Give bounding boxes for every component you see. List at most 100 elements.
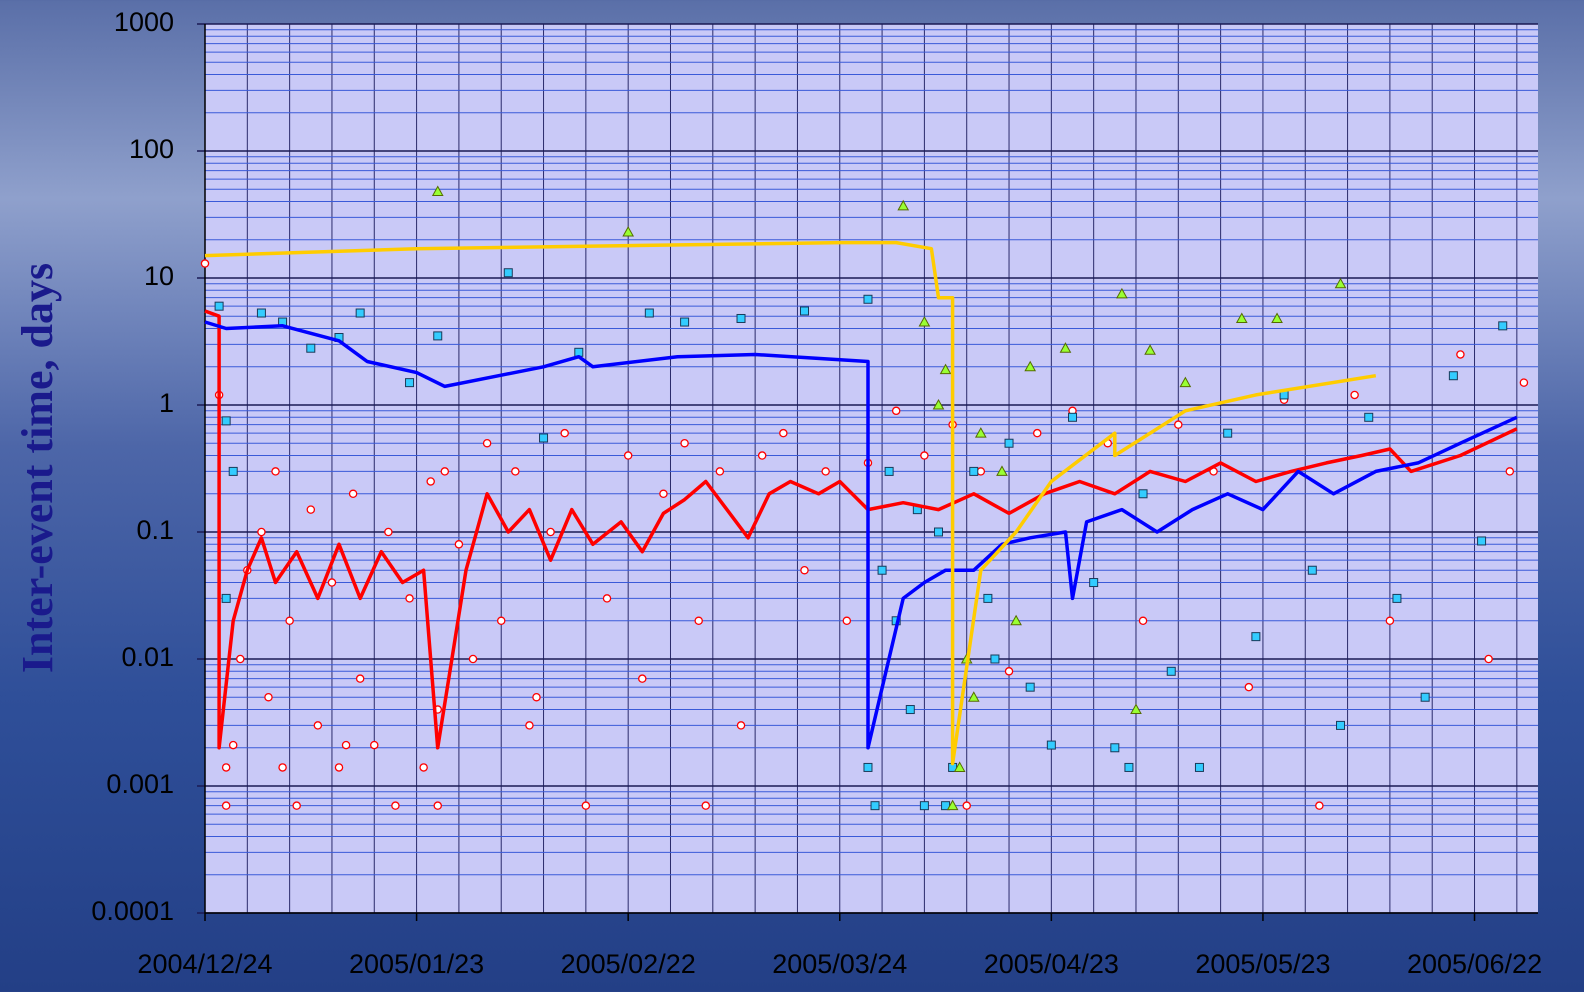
point [623,451,633,460]
point [1059,342,1072,353]
point [313,721,323,730]
point [468,654,478,664]
point [355,308,365,318]
point [842,616,852,626]
point [1336,720,1346,730]
point [384,527,393,537]
point [306,343,316,353]
point [1235,312,1248,323]
line [204,240,1377,766]
point [800,565,809,575]
point [1130,703,1142,715]
point [1385,616,1395,626]
x-tick-label: 2005/03/24 [772,949,907,979]
point [863,762,873,772]
point [1307,565,1317,575]
point [974,427,987,438]
point [292,801,301,810]
point [1271,312,1283,323]
point [946,799,959,811]
point [1350,390,1359,400]
point [482,438,492,448]
point [1110,743,1120,753]
line [204,309,1518,750]
point [920,451,929,460]
point [638,674,647,683]
point [891,406,901,416]
x-tick-label: 2004/12/24 [137,949,272,979]
point [736,313,746,323]
point [405,378,415,388]
point [996,465,1008,476]
point [334,763,344,772]
point [701,801,711,810]
y-tick-label: 1 [159,388,174,418]
point [953,761,966,772]
point [644,308,654,318]
marks [200,185,1529,811]
point [1032,428,1042,438]
y-tick-label: 0.001 [106,769,174,799]
point [694,616,703,626]
point [503,268,513,278]
point [306,505,316,514]
point [496,616,506,626]
x-tick-label: 2005/06/22 [1407,949,1542,979]
point [405,594,414,603]
point [228,466,238,476]
point [1138,489,1148,499]
point [539,433,549,443]
point [278,763,287,772]
point [1505,467,1515,476]
point [560,428,569,438]
point [391,801,400,810]
point [581,801,591,810]
point [370,740,379,750]
point [884,466,894,476]
point [919,801,929,811]
point [799,306,809,316]
point [546,527,555,537]
point [1251,632,1261,642]
point [221,763,231,772]
point [221,801,231,810]
point [433,801,442,810]
point [1223,428,1233,438]
point [525,721,534,730]
point [419,763,428,772]
point [821,467,830,476]
point [1024,360,1037,372]
y-tick-label: 100 [129,134,174,164]
y-tick-label: 10 [144,261,174,291]
y-tick-label: 1000 [114,7,174,37]
point [1484,654,1493,664]
point [200,259,210,268]
point [967,691,980,702]
point [1392,593,1402,603]
point [969,466,979,476]
y-axis-label: Inter-event time, days [13,263,62,673]
point [1477,536,1487,546]
point [256,308,266,318]
point [1004,438,1014,448]
plot-area [205,24,1538,913]
point [341,740,351,750]
point [454,540,464,549]
point [736,721,746,730]
point [431,185,444,196]
point [602,594,612,603]
point [1420,692,1430,702]
point [877,565,887,575]
point [1004,667,1014,676]
point [1194,762,1204,772]
point [264,692,273,702]
point [532,692,541,702]
x-tick-label: 2005/04/23 [984,949,1119,979]
point [983,593,993,603]
point [1334,277,1347,289]
point [897,199,910,211]
labels: 1000 100 10 1 0.1 0.01 0.001 0.0001 2004/12/24 20… [91,7,1542,979]
x-tick-label: 2005/05/23 [1195,949,1330,979]
point [433,331,443,341]
